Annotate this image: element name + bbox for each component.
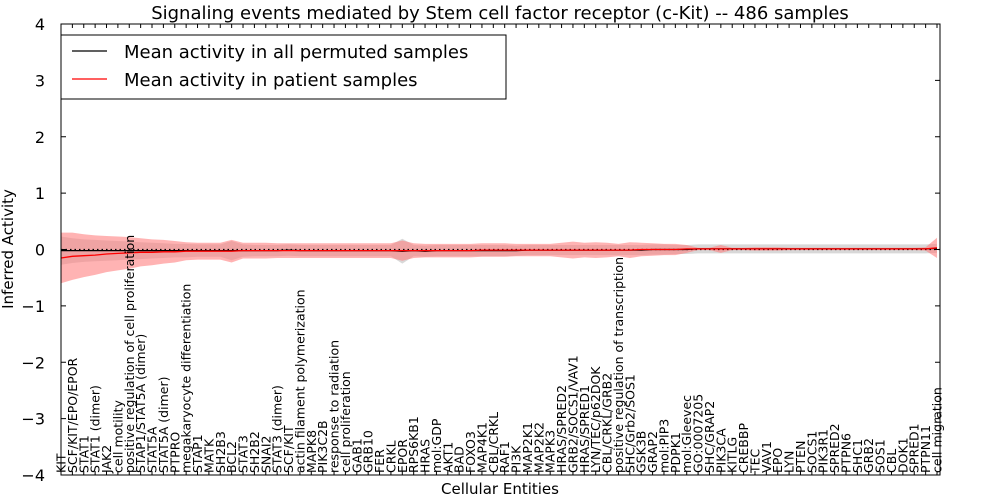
x-tick-label: cell migration bbox=[930, 387, 945, 473]
y-tick-label: 2 bbox=[35, 128, 45, 147]
x-axis-label: Cellular Entities bbox=[441, 480, 559, 498]
chart-title: Signaling events mediated by Stem cell f… bbox=[151, 3, 849, 24]
y-axis-label: Inferred Activity bbox=[0, 189, 17, 309]
y-tick-label: −2 bbox=[21, 353, 45, 372]
plot-area bbox=[61, 233, 940, 284]
y-tick-label: 4 bbox=[35, 15, 45, 34]
y-tick-label: 3 bbox=[35, 71, 45, 90]
y-tick-label: 0 bbox=[35, 241, 45, 260]
legend: Mean activity in all permuted samples Me… bbox=[61, 35, 506, 99]
y-tick-label: −1 bbox=[21, 297, 45, 316]
legend-label-patient: Mean activity in patient samples bbox=[124, 70, 418, 91]
legend-label-permuted: Mean activity in all permuted samples bbox=[124, 42, 468, 63]
patient-band bbox=[61, 233, 937, 284]
y-tick-label: −4 bbox=[21, 466, 45, 485]
y-tick-label: 1 bbox=[35, 184, 45, 203]
y-tick-label: −3 bbox=[21, 410, 45, 429]
